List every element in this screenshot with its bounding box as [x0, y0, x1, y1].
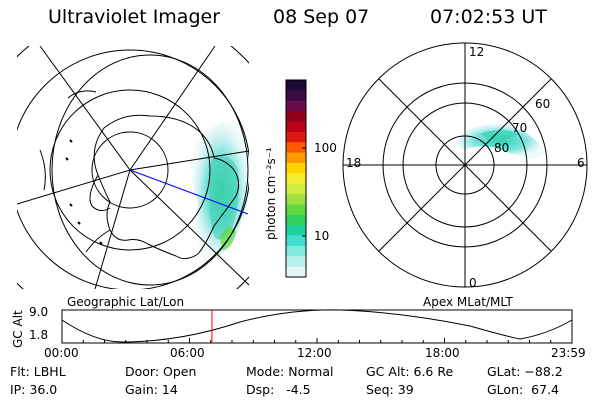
mlt-tick-6: 6 — [577, 156, 585, 170]
timeline-xtick-2359: 23:59 — [551, 346, 586, 360]
mlt-tick-0: 0 — [469, 276, 477, 290]
colorbar-swatch — [286, 235, 306, 247]
status-gc-alt: GC Alt: 6.6 Re — [366, 364, 454, 379]
colorbar-tick-10: 10 — [314, 229, 330, 243]
colorbar-swatch — [286, 131, 306, 143]
colorbar-unit-label: photon cm⁻²s⁻¹ — [264, 147, 278, 240]
colorbar-swatch — [286, 162, 306, 174]
mlt-tick-18: 18 — [346, 156, 362, 170]
colorbar-swatch — [286, 121, 306, 133]
colorbar-swatch — [286, 152, 306, 164]
colorbar-swatch — [286, 266, 306, 278]
colorbar-swatch — [286, 90, 306, 102]
colorbar-swatch — [286, 245, 306, 257]
date-label: 08 Sep 07 — [273, 6, 370, 28]
timeline-xtick-1200: 12:00 — [297, 346, 332, 360]
status-seq: Seq: 39 — [366, 382, 414, 397]
status-glon: GLon: 67.4 — [487, 382, 559, 397]
colorbar-swatch — [286, 100, 306, 112]
instrument-title: Ultraviolet Imager — [48, 6, 221, 28]
apex-label: Apex MLat/MLT — [423, 295, 513, 309]
status-mode: Mode: Normal — [246, 364, 334, 379]
status-dsp: Dsp: -4.5 — [246, 382, 311, 397]
colorbar-swatch — [286, 173, 306, 185]
timeline-ytick-9: 9.0 — [29, 305, 49, 319]
colorbar-swatch — [286, 256, 306, 268]
aurora-emission-right — [455, 123, 545, 159]
colorbar-tick-100: 100 — [314, 141, 337, 155]
time-label: 07:02:53 UT — [430, 6, 547, 28]
orbit-timeline — [61, 309, 573, 344]
colorbar-frame — [285, 79, 307, 278]
colorbar-swatch — [286, 204, 306, 216]
colorbar-swatch — [286, 214, 306, 226]
apex-map — [342, 42, 588, 288]
colorbar-swatch — [286, 142, 306, 154]
mlt-tick-12: 12 — [469, 45, 485, 59]
colorbar-swatch — [286, 183, 306, 195]
altitude-curve — [61, 309, 573, 343]
geographic-label: Geographic Lat/Lon — [67, 295, 185, 309]
status-ip: IP: 36.0 — [10, 382, 58, 397]
timeline-ytick-1: 1.8 — [29, 328, 49, 342]
mlat-tick-70: 70 — [512, 121, 528, 135]
colorbar-swatch — [286, 111, 306, 123]
timeline-xtick-0000: 00:00 — [44, 346, 79, 360]
colorbar-swatch — [286, 194, 306, 206]
mlat-tick-80: 80 — [494, 141, 510, 155]
status-glat: GLat: −88.2 — [487, 364, 563, 379]
timeline-xtick-1800: 18:00 — [425, 346, 460, 360]
geographic-map — [17, 46, 249, 289]
timeline-xtick-0600: 06:00 — [170, 346, 205, 360]
colorbar — [285, 79, 307, 278]
colorbar-swatch — [286, 225, 306, 237]
status-flt: Flt: LBHL — [10, 364, 66, 379]
mlat-tick-60: 60 — [535, 97, 551, 111]
status-gain: Gain: 14 — [125, 382, 178, 397]
status-door: Door: Open — [125, 364, 197, 379]
sun-direction-line — [129, 169, 249, 215]
colorbar-swatch — [286, 80, 306, 91]
timeline-axis-label: GC Alt — [11, 310, 25, 348]
